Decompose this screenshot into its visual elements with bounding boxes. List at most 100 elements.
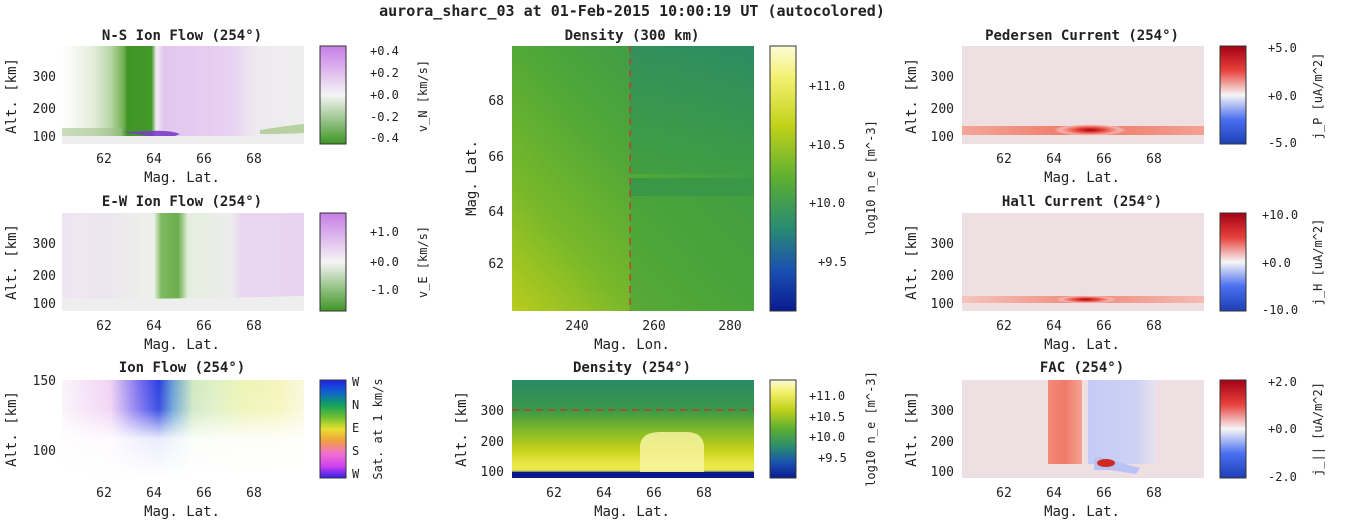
xtick-label: 66 xyxy=(196,152,212,167)
y-axis-label: Alt. [km] xyxy=(904,58,920,134)
colorbar-label: j_H [uA/m^2] xyxy=(1311,219,1325,306)
panel-density-map: Density (300 km) 68 66 64 62 240 260 280… xyxy=(464,28,878,353)
ytick-label: 68 xyxy=(488,94,504,109)
ytick-label: 100 xyxy=(931,130,954,145)
panel-ns-flow: N-S Ion Flow (254°) 300 200 100 62 64 66… xyxy=(4,28,430,186)
colorbar-tick: S xyxy=(352,444,359,458)
ytick-label: 300 xyxy=(33,70,56,85)
y-axis-label: Alt. [km] xyxy=(904,391,920,467)
ytick-label: 300 xyxy=(931,404,954,419)
pedersen-peak xyxy=(1054,124,1126,136)
ytick-label: 100 xyxy=(33,130,56,145)
ytick-label: 200 xyxy=(931,435,954,450)
xtick-label: 64 xyxy=(596,486,612,501)
ytick-label: 300 xyxy=(481,404,504,419)
ns-flow-low-band xyxy=(62,128,122,136)
colorbar-tick: +1.0 xyxy=(370,225,399,239)
xtick-label: 62 xyxy=(96,152,112,167)
colorbar xyxy=(769,379,797,479)
colorbar-tick: W xyxy=(352,467,360,481)
colorbar xyxy=(319,379,347,479)
colorbar-tick: +0.4 xyxy=(370,44,399,58)
ytick-label: 100 xyxy=(931,297,954,312)
figure-title: aurora_sharc_03 at 01-Feb-2015 10:00:19 … xyxy=(379,2,885,20)
ion-flow-fade xyxy=(62,380,304,478)
colorbar-tick: +10.0 xyxy=(809,196,845,210)
xtick-label: 64 xyxy=(1046,486,1062,501)
xtick-label: 240 xyxy=(565,319,588,334)
colorbar-label: log10 n_e [m^-3] xyxy=(864,120,878,236)
ytick-label: 200 xyxy=(931,102,954,117)
panel-title: E-W Ion Flow (254°) xyxy=(102,194,262,210)
colorbar-label: j_|| [uA/m^2] xyxy=(1311,382,1325,476)
colorbar-tick: -2.0 xyxy=(1268,470,1297,484)
xtick-label: 62 xyxy=(996,152,1012,167)
ew-flow-heatmap xyxy=(62,213,304,311)
fac-low-red xyxy=(1097,459,1115,467)
xtick-label: 66 xyxy=(646,486,662,501)
colorbar-label: j_P [uA/m^2] xyxy=(1311,53,1325,140)
ytick-label: 300 xyxy=(33,237,56,252)
xtick-label: 62 xyxy=(96,319,112,334)
colorbar-tick: +0.0 xyxy=(370,255,399,269)
ytick-label: 300 xyxy=(931,237,954,252)
colorbar xyxy=(1219,379,1247,479)
panel-title: Density (254°) xyxy=(573,360,691,376)
y-axis-label: Mag. Lat. xyxy=(464,140,480,216)
xtick-label: 68 xyxy=(246,319,262,334)
hall-heatmap xyxy=(962,213,1204,311)
panel-pedersen: Pedersen Current (254°) 300 200 100 62 6… xyxy=(904,28,1325,186)
colorbar xyxy=(319,45,347,145)
xtick-label: 68 xyxy=(1146,152,1162,167)
ytick-label: 100 xyxy=(33,297,56,312)
panel-title: FAC (254°) xyxy=(1040,360,1124,376)
ew-flow-floor xyxy=(62,296,304,311)
ytick-label: 300 xyxy=(931,70,954,85)
colorbar xyxy=(769,45,797,312)
colorbar xyxy=(1219,212,1247,312)
panel-fac: FAC (254°) 300 200 100 62 64 66 68 Mag. … xyxy=(904,360,1325,520)
colorbar-tick: N xyxy=(352,398,359,412)
colorbar-tick: +11.0 xyxy=(809,389,845,403)
panel-title: Pedersen Current (254°) xyxy=(985,28,1179,44)
colorbar-tick: +10.0 xyxy=(1262,208,1298,222)
xtick-label: 66 xyxy=(196,486,212,501)
colorbar-tick: +10.0 xyxy=(809,430,845,444)
panel-title: Ion Flow (254°) xyxy=(119,360,245,376)
xtick-label: 68 xyxy=(1146,319,1162,334)
xtick-label: 280 xyxy=(718,319,741,334)
x-axis-label: Mag. Lon. xyxy=(594,337,670,353)
xtick-label: 68 xyxy=(1146,486,1162,501)
y-axis-label: Alt. [km] xyxy=(4,224,20,300)
colorbar-tick: +0.0 xyxy=(1268,422,1297,436)
y-axis-label: Alt. [km] xyxy=(454,391,470,467)
panel-title: N-S Ion Flow (254°) xyxy=(102,28,262,44)
ytick-label: 100 xyxy=(33,444,56,459)
density-map-upper-right xyxy=(630,46,754,174)
density-map-lower-right xyxy=(630,196,754,311)
panel-title: Hall Current (254°) xyxy=(1002,194,1162,210)
xtick-label: 260 xyxy=(642,319,665,334)
colorbar-label: log10 n_e [m^-3] xyxy=(864,371,878,487)
xtick-label: 62 xyxy=(996,319,1012,334)
xtick-label: 64 xyxy=(146,319,162,334)
colorbar-label: v_N [km/s] xyxy=(416,60,430,132)
xtick-label: 66 xyxy=(1096,486,1112,501)
x-axis-label: Mag. Lat. xyxy=(144,504,220,520)
xtick-label: 66 xyxy=(1096,152,1112,167)
ytick-label: 150 xyxy=(33,374,56,389)
ytick-label: 200 xyxy=(33,269,56,284)
ytick-label: 64 xyxy=(488,205,504,220)
colorbar-tick: +11.0 xyxy=(809,79,845,93)
xtick-label: 64 xyxy=(1046,319,1062,334)
density-map-band xyxy=(630,178,754,196)
x-axis-label: Mag. Lat. xyxy=(144,337,220,353)
colorbar-tick: +0.0 xyxy=(370,88,399,102)
colorbar-tick: +10.5 xyxy=(809,138,845,152)
colorbar-tick: +5.0 xyxy=(1268,41,1297,55)
xtick-label: 62 xyxy=(996,486,1012,501)
colorbar-tick: +9.5 xyxy=(818,255,847,269)
colorbar-tick: -10.0 xyxy=(1262,303,1298,317)
ns-flow-low-purple xyxy=(122,130,180,136)
